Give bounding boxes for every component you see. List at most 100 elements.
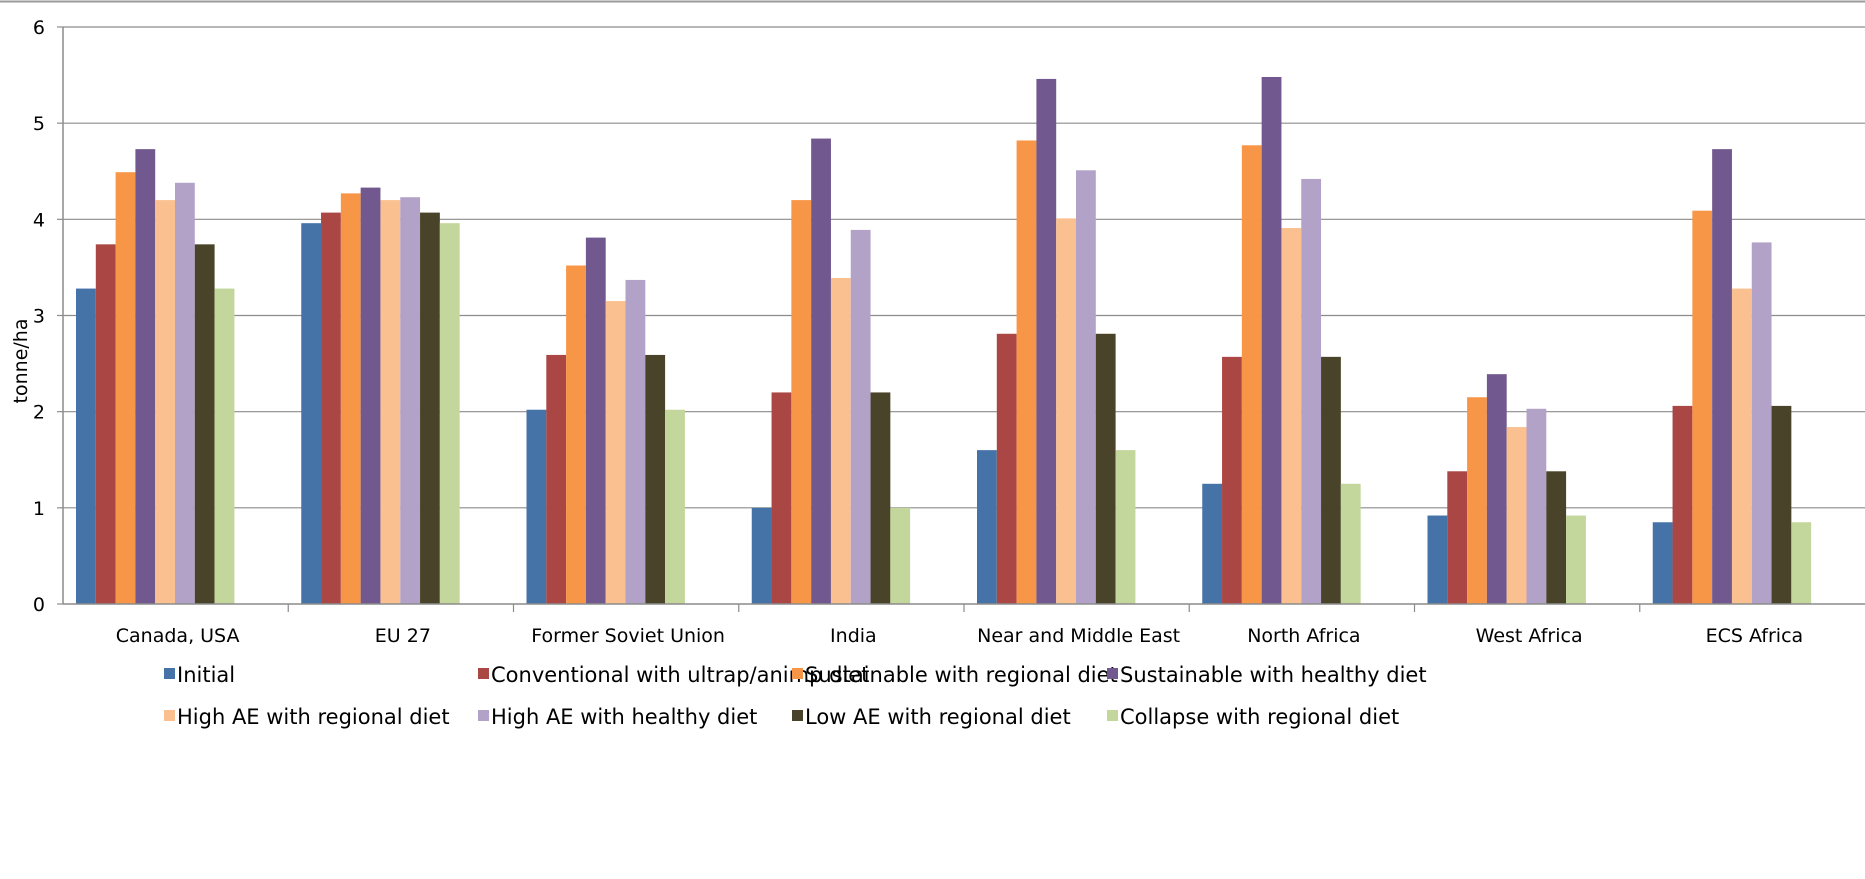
bar — [1281, 227, 1302, 604]
y-tick-labels: 0 1 2 3 4 5 6 — [33, 17, 45, 616]
bar — [194, 244, 215, 604]
bar — [1546, 471, 1567, 604]
bar — [1692, 210, 1713, 604]
bar — [605, 301, 626, 604]
bar — [1095, 333, 1116, 604]
bar — [1202, 483, 1223, 604]
legend-swatch — [164, 668, 175, 679]
y-axis-title: tonne/ha — [10, 319, 32, 404]
y-tick-label: 2 — [33, 402, 45, 424]
bar — [1771, 405, 1792, 604]
legend-swatch — [792, 710, 803, 721]
bar — [1016, 140, 1037, 604]
x-tick-label: ECS Africa — [1706, 625, 1804, 647]
bar — [1241, 145, 1262, 604]
legend: Initial Conventional with ultrap/animp di… — [164, 663, 1427, 729]
bar — [526, 409, 547, 604]
bar — [830, 277, 851, 604]
bar — [1261, 77, 1282, 605]
y-tick-label: 6 — [33, 17, 45, 39]
y-tick-label: 0 — [33, 594, 45, 616]
x-tick-labels: Canada, USA EU 27 Former Soviet Union India… — [116, 625, 1803, 647]
bar — [135, 149, 156, 605]
bar — [771, 392, 792, 604]
bar — [850, 229, 871, 604]
bar — [115, 172, 136, 604]
x-tick-label: India — [830, 625, 877, 647]
bar — [791, 200, 812, 604]
bar — [175, 182, 195, 605]
bar — [1751, 242, 1772, 604]
legend-swatch — [792, 668, 803, 679]
bar — [420, 212, 440, 604]
bar — [1301, 178, 1322, 604]
x-tick-label: EU 27 — [375, 625, 431, 647]
legend-swatch — [164, 710, 175, 721]
bar — [1486, 374, 1507, 604]
bar — [665, 409, 685, 604]
y-tick-label: 5 — [33, 113, 45, 135]
bar — [1731, 288, 1752, 604]
bar — [1566, 515, 1586, 604]
legend-swatch — [478, 710, 489, 721]
bar — [1321, 356, 1341, 604]
legend-label: Collapse with regional diet — [1120, 705, 1399, 729]
legend-label: Low AE with regional diet — [805, 705, 1071, 729]
y-tick-label: 4 — [33, 209, 45, 231]
bar — [214, 288, 235, 604]
legend-label: Sustainable with regional diet — [805, 663, 1118, 687]
legend-swatch — [1107, 668, 1118, 679]
bar — [1036, 78, 1057, 605]
bar — [1076, 170, 1096, 604]
bar — [76, 288, 96, 604]
legend-swatch — [478, 668, 489, 679]
legend-label: High AE with healthy diet — [491, 705, 757, 729]
bar — [870, 392, 891, 604]
x-tick-label: Former Soviet Union — [531, 625, 725, 647]
legend-swatch — [1107, 710, 1118, 721]
bar — [566, 265, 586, 604]
bar — [1712, 149, 1732, 605]
bar — [625, 279, 646, 604]
legend-label: High AE with regional diet — [177, 705, 450, 729]
bar — [585, 237, 606, 605]
bar — [977, 450, 997, 604]
bar — [1447, 471, 1468, 604]
bar — [751, 507, 772, 604]
bar — [1467, 397, 1487, 604]
bar — [1506, 427, 1527, 604]
axes — [62, 27, 1865, 612]
bar — [811, 138, 831, 604]
bar — [546, 354, 567, 604]
x-tick-label: Near and Middle East — [977, 625, 1180, 647]
bar — [1222, 356, 1242, 604]
legend-label: Sustainable with healthy diet — [1120, 663, 1427, 687]
x-tick-label: West Africa — [1476, 625, 1583, 647]
bar — [1340, 483, 1361, 604]
bar — [95, 244, 116, 604]
bar — [1427, 515, 1448, 604]
y-tick-label: 3 — [33, 306, 45, 328]
bar — [1672, 405, 1693, 604]
bar — [321, 212, 341, 604]
legend-label: Initial — [177, 663, 235, 687]
y-tick-label: 1 — [33, 498, 45, 520]
bar — [1526, 408, 1547, 604]
bar — [400, 197, 421, 604]
bar — [1056, 218, 1076, 604]
bar — [155, 200, 175, 604]
bar — [439, 223, 460, 604]
legend-label: Conventional with ultrap/animp diet — [491, 663, 869, 687]
bar — [996, 333, 1017, 604]
bar — [890, 507, 911, 604]
x-tick-label: North Africa — [1247, 625, 1360, 647]
bar — [1791, 522, 1812, 604]
bars — [76, 77, 1812, 605]
bar — [301, 223, 322, 604]
bar — [380, 200, 401, 604]
bar — [340, 193, 361, 604]
bar — [645, 354, 666, 604]
bar — [1652, 522, 1673, 604]
bar — [1115, 450, 1136, 604]
